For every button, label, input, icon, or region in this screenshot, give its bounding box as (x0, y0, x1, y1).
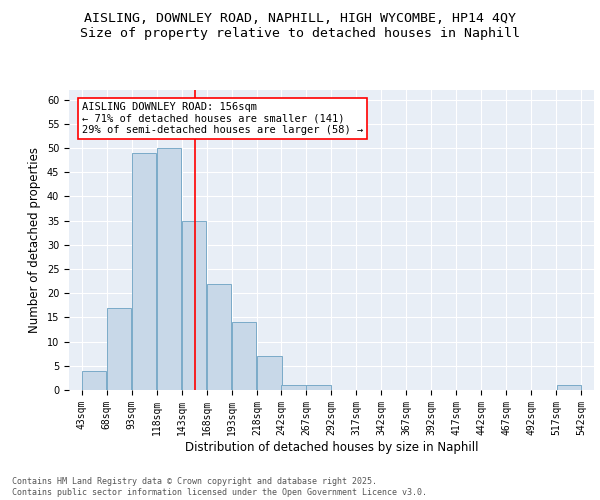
Bar (107, 308, 131, 390)
Y-axis label: Number of detached properties: Number of detached properties (28, 147, 41, 333)
Bar (257, 356, 281, 390)
Bar (132, 153, 156, 390)
Text: AISLING DOWNLEY ROAD: 156sqm
← 71% of detached houses are smaller (141)
29% of s: AISLING DOWNLEY ROAD: 156sqm ← 71% of de… (82, 102, 363, 136)
Text: Size of property relative to detached houses in Naphill: Size of property relative to detached ho… (80, 28, 520, 40)
Bar (207, 284, 232, 390)
Bar (157, 148, 181, 390)
Text: Contains HM Land Registry data © Crown copyright and database right 2025.
Contai: Contains HM Land Registry data © Crown c… (12, 478, 427, 497)
Bar (182, 220, 206, 390)
Bar (307, 385, 331, 390)
Bar (281, 385, 305, 390)
Bar (82, 370, 106, 390)
Text: AISLING, DOWNLEY ROAD, NAPHILL, HIGH WYCOMBE, HP14 4QY: AISLING, DOWNLEY ROAD, NAPHILL, HIGH WYC… (84, 12, 516, 26)
X-axis label: Distribution of detached houses by size in Naphill: Distribution of detached houses by size … (185, 440, 478, 454)
Bar (557, 385, 581, 390)
Bar (232, 322, 256, 390)
